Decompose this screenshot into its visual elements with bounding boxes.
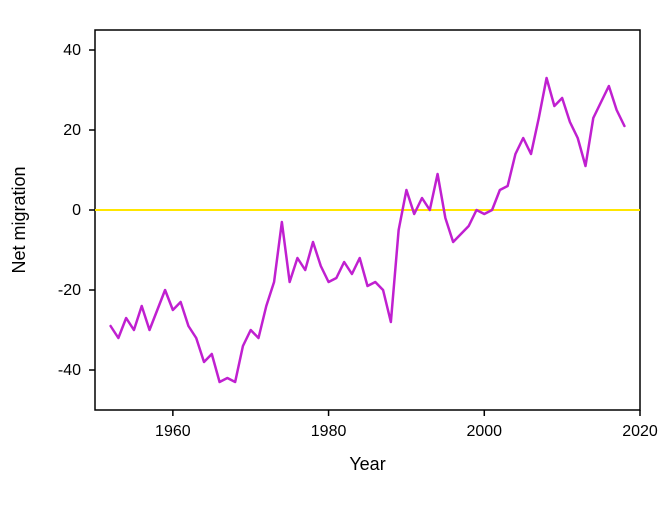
y-tick-label: 40 xyxy=(63,42,81,59)
x-tick-label: 2000 xyxy=(466,423,502,440)
y-tick-label: 0 xyxy=(72,202,81,219)
migration-line-chart: 1960 1980 2000 2020 -40 -20 0 20 40 Year Net migra… xyxy=(0,0,669,520)
x-tick-label: 2020 xyxy=(622,423,658,440)
x-axis-label: Year xyxy=(349,454,385,474)
y-tick-label: -20 xyxy=(58,282,81,299)
y-tick-label: 20 xyxy=(63,122,81,139)
x-tick-label: 1980 xyxy=(311,423,347,440)
x-tick-label: 1960 xyxy=(155,423,191,440)
y-axis-label: Net migration xyxy=(9,166,29,273)
series-line xyxy=(111,78,625,382)
y-tick-label: -40 xyxy=(58,362,81,379)
plot-frame xyxy=(95,30,640,410)
